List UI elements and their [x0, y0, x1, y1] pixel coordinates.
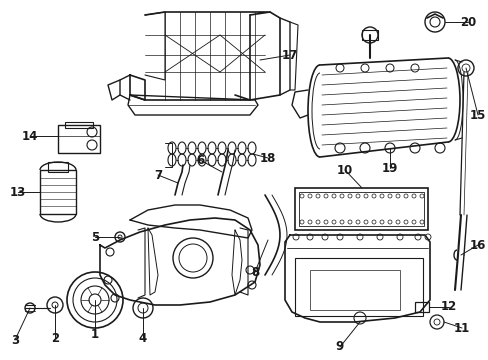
- Bar: [298, 192, 423, 226]
- Text: 10: 10: [336, 163, 352, 176]
- Text: 3: 3: [11, 333, 19, 346]
- Text: 14: 14: [22, 130, 38, 143]
- Text: 1: 1: [91, 328, 99, 342]
- Text: 5: 5: [91, 230, 99, 243]
- Bar: [361, 30, 377, 40]
- Text: 6: 6: [196, 153, 203, 166]
- Bar: [414, 302, 428, 312]
- Text: 18: 18: [259, 152, 276, 165]
- Bar: [65, 122, 93, 128]
- Text: 8: 8: [250, 266, 259, 279]
- Text: 13: 13: [10, 185, 26, 198]
- Bar: [40, 170, 76, 214]
- Text: 15: 15: [469, 108, 485, 122]
- Bar: [294, 188, 427, 230]
- Text: 7: 7: [154, 168, 162, 181]
- Text: 16: 16: [469, 239, 485, 252]
- Text: 20: 20: [459, 15, 475, 28]
- Bar: [294, 258, 422, 316]
- Text: 4: 4: [139, 332, 147, 345]
- Text: 19: 19: [381, 162, 397, 175]
- Text: 17: 17: [281, 49, 298, 62]
- Bar: [58, 125, 100, 153]
- Bar: [48, 162, 68, 172]
- Text: 11: 11: [453, 321, 469, 334]
- Text: 9: 9: [335, 341, 344, 354]
- Bar: [309, 270, 399, 310]
- Text: 2: 2: [51, 332, 59, 345]
- Text: 12: 12: [440, 301, 456, 314]
